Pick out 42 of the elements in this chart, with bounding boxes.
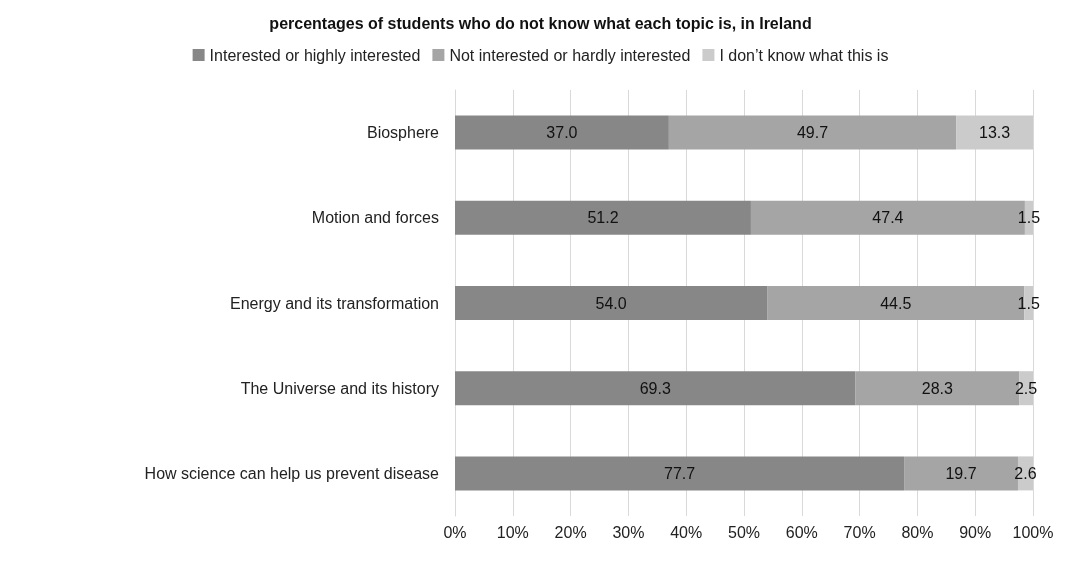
data-label: 77.7	[663, 464, 696, 482]
y-tick-label: Motion and forces	[311, 209, 439, 227]
bar	[455, 456, 905, 491]
x-tick-label: 0%	[443, 523, 467, 541]
x-tick-label: 80%	[901, 523, 934, 541]
bar	[455, 371, 856, 406]
y-tick-label: How science can help us prevent disease	[144, 464, 440, 482]
data-label: 47.4	[872, 209, 904, 227]
data-label: 54.0	[595, 294, 627, 312]
y-tick-label: The Universe and its history	[240, 379, 439, 397]
data-label: 28.3	[921, 379, 954, 397]
legend-label: I don’t know what this is	[719, 46, 889, 64]
legend-label: Not interested or hardly interested	[449, 46, 691, 64]
data-label: 2.5	[1014, 379, 1038, 397]
bar	[455, 115, 669, 150]
data-label: 51.2	[587, 209, 619, 227]
data-label: 2.6	[1014, 464, 1037, 482]
y-tick-label: Biosphere	[366, 124, 440, 142]
data-label: 13.3	[978, 124, 1011, 142]
data-label: 1.5	[1017, 294, 1040, 312]
y-tick-label: Energy and its transformation	[230, 294, 439, 312]
data-label: 44.5	[880, 294, 912, 312]
bar	[455, 200, 751, 235]
legend-label: Interested or highly interested	[209, 46, 421, 64]
x-tick-label: 90%	[959, 523, 992, 541]
data-label: 19.7	[945, 464, 977, 482]
x-tick-label: 100%	[1012, 523, 1054, 541]
x-tick-label: 60%	[785, 523, 818, 541]
data-label: 69.3	[639, 379, 671, 397]
bar	[668, 115, 957, 150]
chart-title: percentages of students who do not know what each topic is, in Ireland	[269, 14, 812, 32]
x-tick-label: 70%	[843, 523, 876, 541]
x-tick-label: 10%	[496, 523, 529, 541]
x-tick-label: 50%	[727, 523, 761, 541]
data-label: 37.0	[546, 124, 578, 142]
data-label: 1.5	[1017, 209, 1041, 227]
x-tick-label: 30%	[612, 523, 645, 541]
data-label: 49.7	[796, 124, 829, 142]
x-tick-label: 40%	[670, 523, 703, 541]
bar	[956, 115, 1033, 150]
x-tick-label: 20%	[554, 523, 587, 541]
bar	[455, 286, 768, 320]
